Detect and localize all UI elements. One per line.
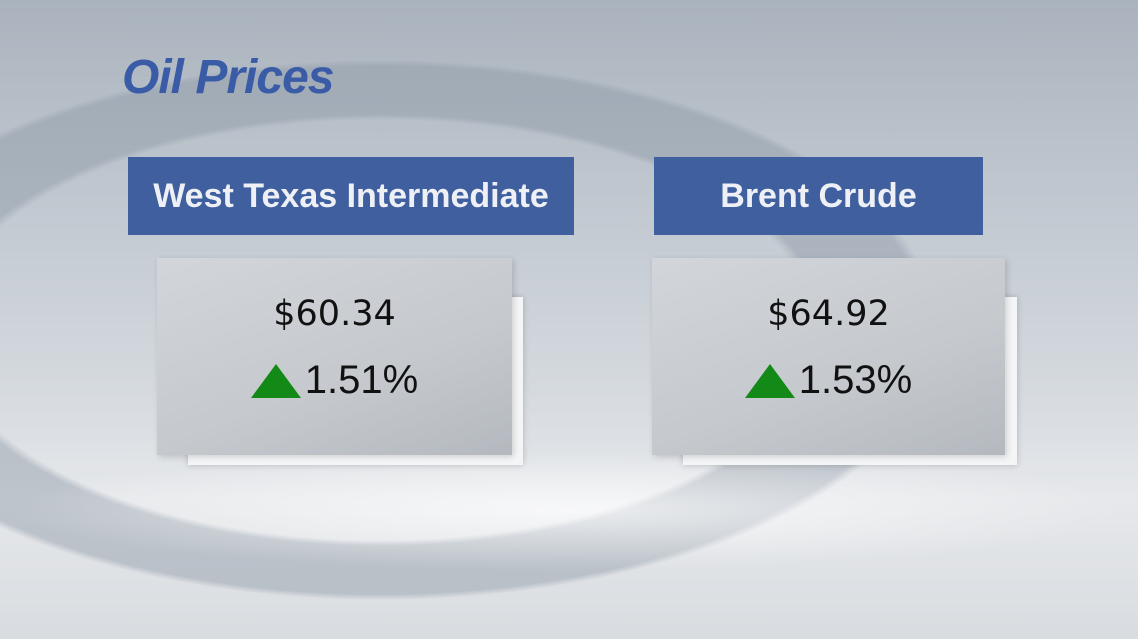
wti-price: $60.34	[273, 294, 396, 334]
triangle-up-icon	[250, 363, 301, 398]
wti-change: 1.51%	[157, 358, 512, 403]
triangle-up-icon	[744, 363, 795, 398]
brent-change: 1.53%	[652, 358, 1005, 403]
wti-price-card: $60.34 1.51%	[157, 258, 512, 455]
wti-header: West Texas Intermediate	[128, 157, 574, 235]
brent-price-card: $64.92 1.53%	[652, 258, 1005, 455]
brent-header: Brent Crude	[654, 157, 983, 235]
graphic-title: Oil Prices	[122, 51, 334, 104]
wti-change-value: 1.51%	[304, 358, 419, 402]
brent-price: $64.92	[767, 294, 890, 334]
brent-change-value: 1.53%	[798, 358, 913, 402]
